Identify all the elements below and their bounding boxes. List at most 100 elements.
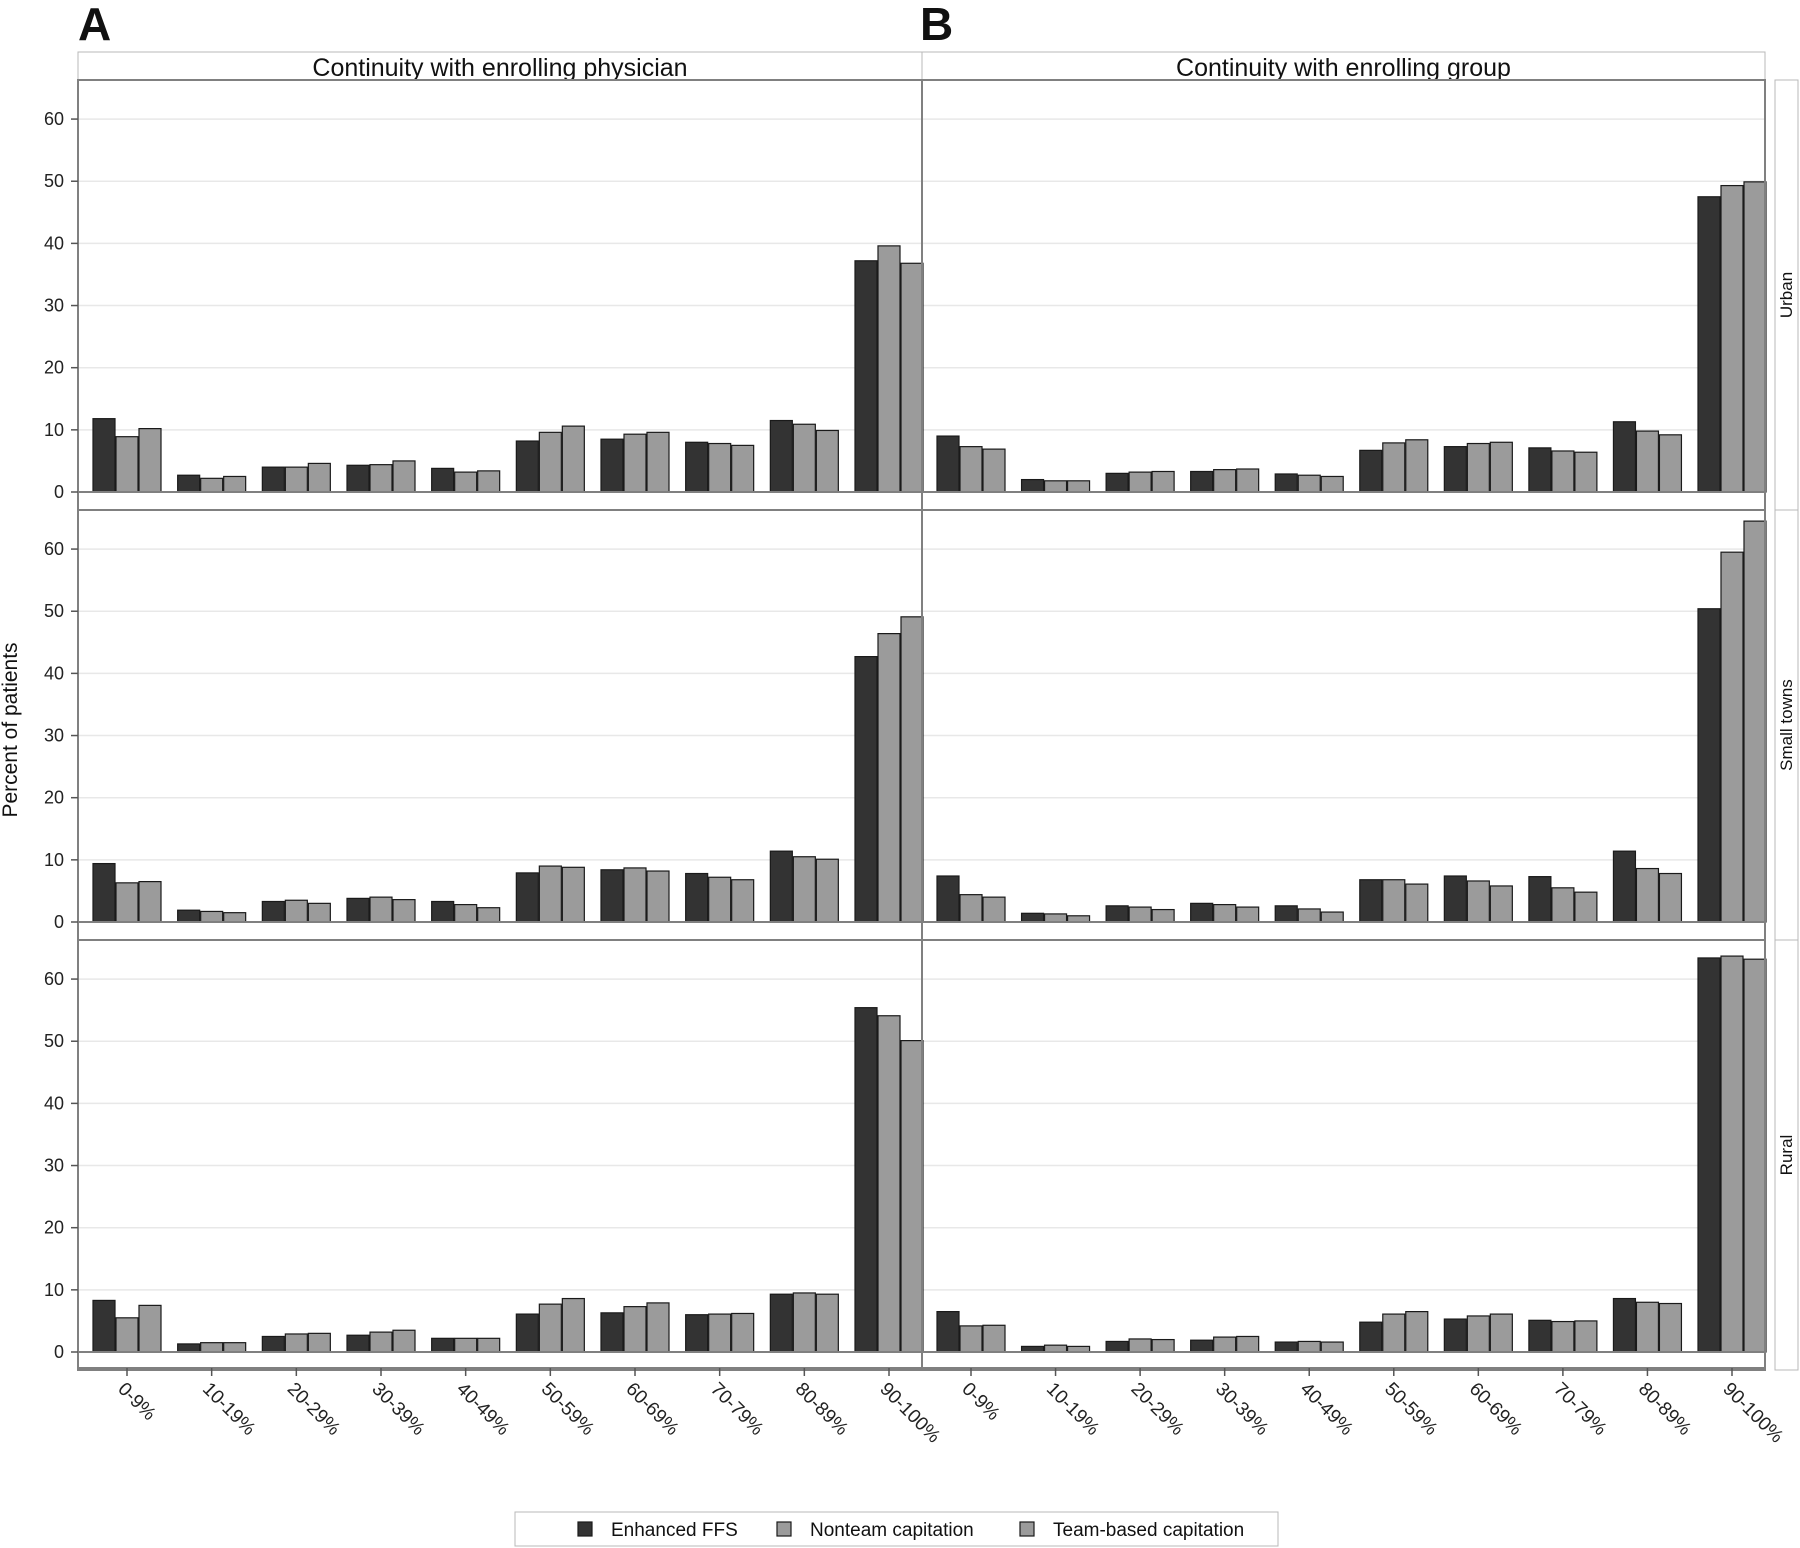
bar-urban-group-10-19pct-enhanced-ffs bbox=[1020, 478, 1045, 493]
legend-label-team-based-capitation: Team-based capitation bbox=[1053, 1520, 1244, 1541]
bar-rural-group-90-100pct-enhanced-ffs bbox=[1697, 957, 1721, 1353]
y-tick-label: 10 bbox=[44, 1280, 64, 1300]
bar-rural-physician-40-49pct-nonteam-capitation bbox=[454, 1337, 478, 1353]
bar-small-towns-physician-50-59pct-team-based-capitation bbox=[561, 866, 585, 923]
y-tick-label: 50 bbox=[44, 171, 64, 191]
bar-rural-group-80-89pct-team-based-capitation bbox=[1658, 1302, 1683, 1353]
bar-small-towns-physician-40-49pct-enhanced-ffs bbox=[431, 900, 455, 923]
bar-urban-physician-30-39pct-nonteam-capitation bbox=[369, 464, 393, 493]
row-title-urban: Urban bbox=[1777, 272, 1796, 318]
bar-urban-group-70-79pct-nonteam-capitation bbox=[1551, 450, 1575, 493]
row-title-rural: Rural bbox=[1777, 1135, 1796, 1176]
bar-small-towns-group-20-29pct-team-based-capitation bbox=[1151, 908, 1175, 923]
bar-small-towns-physician-70-79pct-team-based-capitation bbox=[731, 879, 755, 923]
y-axis-title: Percent of patients bbox=[0, 642, 22, 817]
bar-urban-physician-70-79pct-nonteam-capitation bbox=[708, 442, 732, 493]
bar-urban-group-80-89pct-team-based-capitation bbox=[1658, 434, 1683, 493]
y-tick-label: 20 bbox=[44, 358, 64, 378]
bar-rural-group-40-49pct-nonteam-capitation bbox=[1297, 1340, 1321, 1353]
bar-rural-physician-90-100pct-team-based-capitation bbox=[900, 1040, 924, 1353]
bar-urban-physician-40-49pct-team-based-capitation bbox=[477, 470, 501, 493]
bar-small-towns-physician-30-39pct-team-based-capitation bbox=[392, 899, 416, 923]
bar-small-towns-group-90-100pct-team-based-capitation bbox=[1743, 520, 1767, 923]
bar-small-towns-group-80-89pct-nonteam-capitation bbox=[1635, 867, 1660, 923]
column-header-2 bbox=[921, 51, 1766, 81]
bar-small-towns-physician-0-9pct-enhanced-ffs bbox=[92, 862, 116, 923]
row-header-rural bbox=[1774, 939, 1799, 1371]
bar-rural-group-70-79pct-nonteam-capitation bbox=[1551, 1320, 1575, 1353]
bar-urban-group-70-79pct-team-based-capitation bbox=[1574, 451, 1598, 493]
bar-rural-physician-10-19pct-enhanced-ffs bbox=[177, 1343, 201, 1353]
bar-rural-group-10-19pct-nonteam-capitation bbox=[1043, 1344, 1068, 1353]
bar-small-towns-group-0-9pct-nonteam-capitation bbox=[959, 894, 983, 923]
bar-urban-physician-10-19pct-nonteam-capitation bbox=[200, 477, 224, 493]
legend-box bbox=[514, 1511, 1279, 1547]
bar-urban-physician-0-9pct-team-based-capitation bbox=[138, 428, 162, 493]
bar-small-towns-group-40-49pct-nonteam-capitation bbox=[1297, 908, 1321, 923]
bar-urban-group-40-49pct-nonteam-capitation bbox=[1297, 474, 1321, 493]
bar-rural-physician-70-79pct-nonteam-capitation bbox=[708, 1313, 732, 1353]
plot-area: Continuity with enrolling physician Conti… bbox=[0, 51, 1799, 1447]
bar-urban-physician-0-9pct-nonteam-capitation bbox=[115, 436, 139, 493]
bar-urban-physician-60-69pct-enhanced-ffs bbox=[600, 438, 624, 493]
y-tick-label: 0 bbox=[54, 482, 64, 502]
bar-rural-physician-0-9pct-enhanced-ffs bbox=[92, 1299, 116, 1353]
y-tick-label: 0 bbox=[54, 1342, 64, 1362]
bar-small-towns-physician-70-79pct-nonteam-capitation bbox=[708, 876, 732, 923]
bar-rural-physician-10-19pct-nonteam-capitation bbox=[200, 1342, 224, 1353]
bar-small-towns-group-30-39pct-enhanced-ffs bbox=[1190, 902, 1214, 923]
bar-small-towns-physician-90-100pct-enhanced-ffs bbox=[854, 656, 878, 923]
bar-rural-group-0-9pct-nonteam-capitation bbox=[959, 1325, 983, 1353]
bar-rural-group-50-59pct-nonteam-capitation bbox=[1382, 1313, 1406, 1353]
y-tick-label: 20 bbox=[44, 788, 64, 808]
bar-rural-physician-80-89pct-team-based-capitation bbox=[815, 1293, 839, 1353]
bar-rural-physician-20-29pct-nonteam-capitation bbox=[284, 1333, 308, 1353]
bar-small-towns-group-10-19pct-enhanced-ffs bbox=[1020, 912, 1045, 923]
panel-label-a: A bbox=[78, 0, 111, 50]
bar-small-towns-physician-80-89pct-nonteam-capitation bbox=[792, 856, 816, 923]
bar-rural-physician-70-79pct-team-based-capitation bbox=[731, 1312, 755, 1353]
bar-small-towns-physician-30-39pct-nonteam-capitation bbox=[369, 896, 393, 923]
bar-small-towns-physician-80-89pct-enhanced-ffs bbox=[769, 850, 793, 923]
bar-urban-physician-70-79pct-enhanced-ffs bbox=[685, 441, 709, 493]
bar-rural-group-20-29pct-team-based-capitation bbox=[1151, 1338, 1175, 1353]
bar-small-towns-group-60-69pct-enhanced-ffs bbox=[1443, 875, 1467, 923]
bar-rural-group-70-79pct-enhanced-ffs bbox=[1528, 1319, 1552, 1353]
column-header-1 bbox=[77, 51, 923, 81]
bar-small-towns-group-80-89pct-team-based-capitation bbox=[1658, 872, 1683, 923]
bar-small-towns-physician-60-69pct-team-based-capitation bbox=[646, 870, 670, 923]
bar-small-towns-physician-10-19pct-team-based-capitation bbox=[223, 912, 247, 923]
bar-urban-physician-90-100pct-team-based-capitation bbox=[900, 262, 924, 493]
bar-rural-group-20-29pct-nonteam-capitation bbox=[1128, 1338, 1152, 1353]
bar-rural-physician-30-39pct-enhanced-ffs bbox=[346, 1334, 370, 1353]
bar-small-towns-group-10-19pct-nonteam-capitation bbox=[1043, 913, 1068, 923]
bar-small-towns-group-40-49pct-enhanced-ffs bbox=[1274, 905, 1298, 923]
bar-small-towns-physician-0-9pct-nonteam-capitation bbox=[115, 882, 139, 923]
legend-label-enhanced-ffs: Enhanced FFS bbox=[611, 1520, 738, 1541]
bar-rural-group-30-39pct-enhanced-ffs bbox=[1190, 1339, 1214, 1353]
y-tick-label: 20 bbox=[44, 1218, 64, 1238]
bar-rural-group-70-79pct-team-based-capitation bbox=[1574, 1320, 1598, 1353]
bar-small-towns-group-70-79pct-nonteam-capitation bbox=[1551, 887, 1575, 923]
bar-small-towns-physician-90-100pct-nonteam-capitation bbox=[877, 633, 901, 923]
bar-urban-group-30-39pct-enhanced-ffs bbox=[1190, 470, 1214, 493]
bar-small-towns-physician-50-59pct-enhanced-ffs bbox=[515, 872, 539, 923]
bar-urban-physician-0-9pct-enhanced-ffs bbox=[92, 418, 116, 493]
row-title-small-towns: Small towns bbox=[1777, 679, 1796, 771]
bar-small-towns-group-50-59pct-nonteam-capitation bbox=[1382, 879, 1406, 923]
bar-urban-physician-20-29pct-nonteam-capitation bbox=[284, 466, 308, 493]
bar-small-towns-physician-40-49pct-team-based-capitation bbox=[477, 907, 501, 923]
y-tick-label: 40 bbox=[44, 663, 64, 683]
bar-small-towns-physician-0-9pct-team-based-capitation bbox=[138, 880, 162, 923]
y-tick-label: 30 bbox=[44, 726, 64, 746]
bar-small-towns-physician-20-29pct-nonteam-capitation bbox=[284, 899, 308, 923]
bar-small-towns-group-20-29pct-enhanced-ffs bbox=[1105, 905, 1129, 923]
bar-urban-group-40-49pct-team-based-capitation bbox=[1320, 475, 1344, 493]
bar-rural-group-50-59pct-enhanced-ffs bbox=[1359, 1321, 1383, 1353]
bar-rural-physician-0-9pct-team-based-capitation bbox=[138, 1304, 162, 1353]
y-tick-label: 40 bbox=[44, 233, 64, 253]
legend-swatch-enhanced-ffs bbox=[577, 1521, 593, 1537]
bar-rural-group-80-89pct-enhanced-ffs bbox=[1612, 1297, 1637, 1353]
bar-urban-group-80-89pct-enhanced-ffs bbox=[1612, 421, 1637, 493]
